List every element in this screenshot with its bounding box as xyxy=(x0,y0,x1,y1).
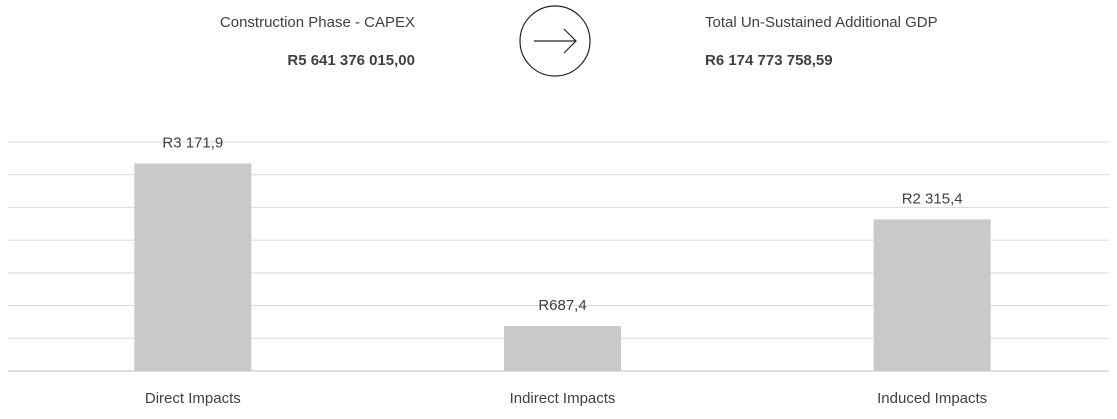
data-label: R687,4 xyxy=(538,297,586,314)
header-right-label: Total Un-Sustained Additional GDP xyxy=(705,14,938,31)
data-label: R2 315,4 xyxy=(902,190,963,207)
data-label: R3 171,9 xyxy=(162,134,223,151)
x-tick-label: Direct Impacts xyxy=(145,390,241,407)
bar xyxy=(134,163,252,371)
header-right-value: R6 174 773 758,59 xyxy=(705,52,833,69)
header-left-label: Construction Phase - CAPEX xyxy=(220,14,415,31)
x-tick-label: Indirect Impacts xyxy=(510,390,616,407)
arrow-icon xyxy=(519,5,591,77)
header-left-value: R5 641 376 015,00 xyxy=(287,52,415,69)
bar xyxy=(873,219,991,371)
x-tick-label: Induced Impacts xyxy=(877,390,987,407)
bar xyxy=(504,326,621,371)
